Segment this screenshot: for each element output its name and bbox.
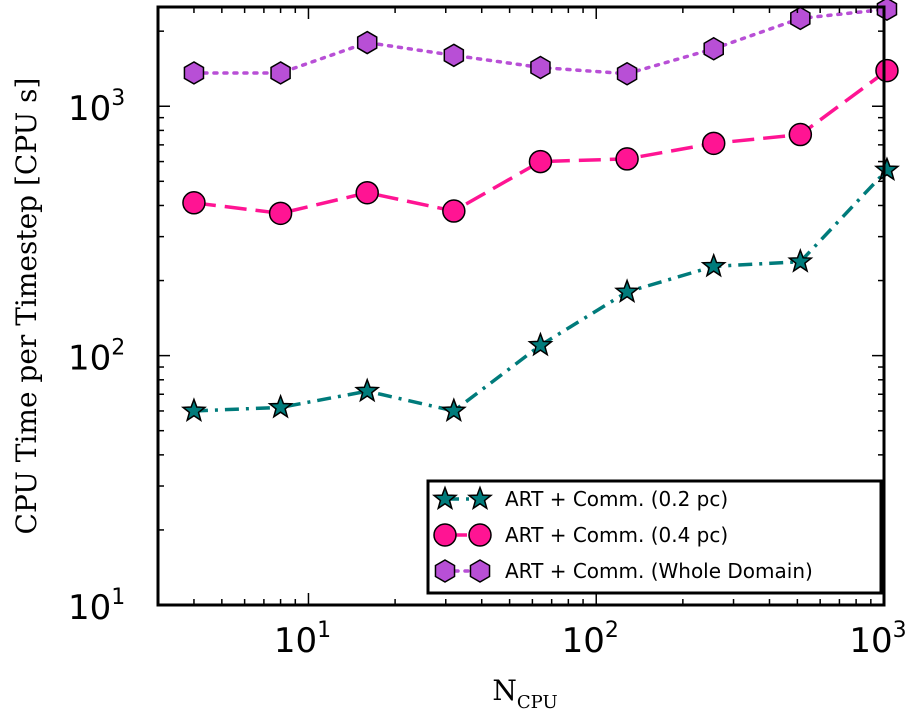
y-tick-label: 101 [68, 585, 125, 628]
data-point-series-3 [876, 0, 898, 22]
data-point-series-3 [530, 55, 551, 80]
data-point-series-3 [270, 61, 291, 85]
data-point-series-2 [355, 180, 379, 205]
x-axis-label: NCPU [492, 674, 557, 713]
ticks-layer [157, 7, 885, 606]
data-point-series-2 [875, 58, 899, 83]
data-point-series-1 [527, 331, 554, 357]
data-point-series-2 [268, 201, 293, 226]
data-point-series-3 [616, 61, 638, 86]
legend-entry-label: ART + Comm. (Whole Domain) [505, 559, 813, 583]
data-point-series-3 [443, 43, 465, 68]
legend-box [426, 479, 883, 595]
x-tick-label: 103 [849, 618, 906, 661]
data-point-series-1 [787, 248, 814, 273]
legend: ART + Comm. (0.2 pc) ART + Comm. (0.4 pc)… [426, 479, 883, 595]
legend-marker [467, 485, 493, 511]
data-point-series-1 [267, 393, 294, 419]
legend-entry-label: ART + Comm. (0.2 pc) [505, 487, 728, 511]
x-tick-label: 101 [274, 618, 331, 661]
data-point-series-1 [180, 397, 207, 422]
data-point-series-2 [701, 131, 726, 156]
data-point-series-1 [614, 278, 641, 304]
series-line-2 [193, 69, 888, 216]
y-tick-label: 102 [68, 336, 125, 379]
data-point-series-2 [615, 147, 639, 171]
data-point-series-2 [442, 199, 466, 223]
data-point-series-1 [440, 397, 467, 422]
x-tick-label: 102 [562, 618, 619, 661]
legend-entry-label: ART + Comm. (0.4 pc) [505, 523, 728, 547]
legend-marker [469, 559, 491, 583]
plot-frame [156, 5, 886, 607]
legend-marker [468, 523, 492, 547]
data-point-series-2 [182, 191, 206, 215]
data-point-series-3 [356, 30, 378, 55]
y-tick-label: 103 [68, 86, 125, 129]
series-line-1 [193, 168, 889, 413]
data-point-series-3 [790, 6, 811, 31]
data-point-series-2 [788, 122, 813, 147]
series-layer [180, 0, 900, 422]
y-axis-label: CPU Time per Timestep [CPU s] [10, 78, 43, 535]
data-point-series-3 [703, 36, 724, 61]
data-point-series-1 [700, 252, 727, 278]
legend-marker [433, 523, 457, 547]
legend-marker [434, 559, 456, 583]
data-point-series-1 [354, 377, 381, 403]
labels-layer: 101 102 103 101 102 103 NCPU CPU Time per Times… [10, 78, 907, 713]
legend-marker [432, 485, 458, 511]
data-point-series-2 [528, 149, 553, 174]
data-point-series-1 [873, 156, 900, 182]
data-point-series-3 [183, 61, 205, 85]
